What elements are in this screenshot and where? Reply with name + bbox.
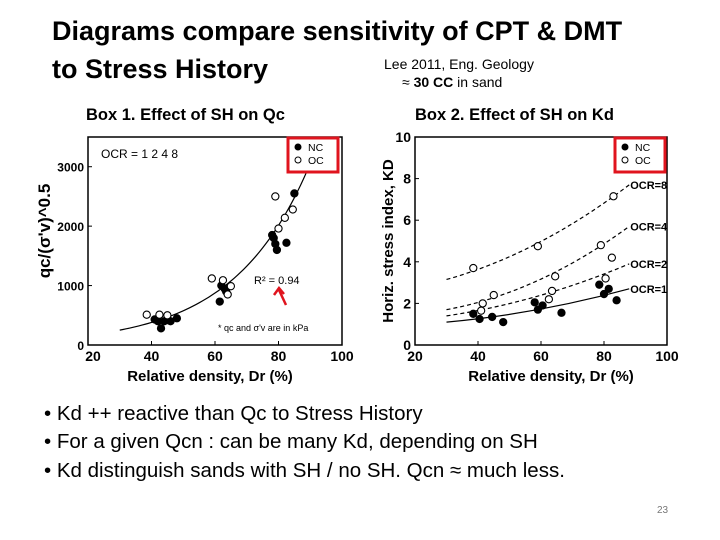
chart1-point-nc	[215, 297, 224, 306]
chart2-point-oc	[478, 299, 487, 308]
chart2-point-nc	[612, 296, 621, 305]
reference-count: 30 CC	[409, 74, 454, 90]
chart1-legend-box	[286, 136, 340, 174]
chart2-ytick-label: 2	[403, 295, 411, 311]
chart2-legend-label: NC	[635, 142, 651, 154]
chart2-point-nc	[469, 309, 478, 318]
chart1-ylabel: qc/(σ'v)^0.5	[35, 184, 54, 279]
chart2-point-oc	[601, 274, 610, 283]
chart1-legend-label: NC	[308, 142, 324, 154]
chart2-legend-marker	[621, 143, 629, 151]
chart2-point-oc	[489, 290, 498, 300]
chart2-xtick-label: 80	[596, 348, 612, 364]
reference: Lee 2011, Eng. Geology	[384, 56, 534, 72]
chart1-ytick-label: 1000	[57, 280, 84, 294]
slide-title-line2: to Stress History	[52, 54, 269, 84]
box2-label: Box 2. Effect of SH on Kd	[415, 106, 614, 124]
chart1-ytick-label: 3000	[57, 161, 84, 175]
chart1-point-nc	[272, 245, 282, 255]
chart1-xtick-label: 20	[85, 348, 101, 364]
chart2-legend-label: OC	[635, 155, 651, 167]
chart2-point-nc	[475, 314, 484, 324]
chart2-point-nc	[599, 289, 609, 299]
chart2-xtick-label: 60	[533, 348, 549, 364]
chart1-point-oc	[280, 213, 289, 222]
chart2-xlabel: Relative density, Dr (%)	[468, 368, 634, 385]
chart1-ytick-label: 0	[77, 339, 84, 353]
chart2-xtick-label: 40	[470, 348, 486, 364]
chart1-point-oc	[288, 205, 297, 214]
chart1-point-oc	[226, 282, 236, 291]
chart1-xtick-label: 80	[271, 348, 287, 364]
chart1-point-oc	[223, 290, 232, 299]
chart1-xtick-label: 100	[330, 348, 354, 364]
chart1-point-oc	[274, 224, 283, 233]
chart1-point-oc	[155, 310, 164, 319]
chart2-point-oc	[596, 241, 605, 250]
chart2-point-oc	[469, 263, 478, 273]
chart1-xtick-label: 60	[207, 348, 223, 364]
chart2-trend-label: OCR=2	[630, 259, 667, 271]
chart2-trend-label: OCR=8	[630, 180, 667, 192]
chart2-point-oc	[609, 192, 618, 201]
chart2-point-nc	[538, 301, 547, 310]
slide-title-line1: Diagrams compare sensitivity of CPT & DM…	[52, 16, 623, 46]
chart1-point-oc	[163, 311, 172, 320]
chart2-point-oc	[607, 253, 617, 262]
chart2-point-nc	[530, 298, 539, 307]
box1-label: Box 1. Effect of SH on Qc	[86, 106, 285, 124]
chart2-ytick-label: 8	[403, 171, 411, 187]
chart1-point-nc	[172, 314, 182, 323]
chart2-xtick-label: 20	[407, 348, 423, 364]
units-note: * qc and σ'v are in kPa	[218, 323, 308, 333]
chart2-legend-marker	[621, 156, 629, 164]
chart2-trend-label: OCR=4	[630, 221, 668, 233]
page-number: 23	[657, 505, 669, 516]
chart2-point-oc	[544, 295, 554, 304]
chart2-point-nc	[604, 284, 613, 293]
chart2-point-nc	[499, 317, 508, 327]
chart2-point-nc	[488, 312, 497, 322]
chart2-point-oc	[547, 286, 557, 296]
chart2-trend-line	[446, 263, 630, 317]
chart2-point-oc	[551, 272, 560, 281]
bullet-1: • Kd ++ reactive than Qc to Stress Histo…	[44, 402, 423, 425]
chart1-point-nc	[282, 238, 291, 247]
red-arrow-icon	[272, 285, 288, 306]
chart1-legend-label: OC	[308, 155, 324, 167]
bullet-3: • Kd distinguish sands with SH / no SH. …	[44, 459, 565, 482]
reference-material: in sand	[453, 74, 503, 90]
chart1-legend-marker	[294, 143, 302, 151]
chart2-ytick-label: 4	[403, 254, 411, 270]
chart2-ytick-label: 0	[403, 337, 411, 353]
chart1-point-oc	[218, 276, 228, 285]
chart2-point-oc	[476, 306, 486, 315]
chart2-point-oc	[533, 242, 542, 251]
chart2-point-nc	[557, 308, 566, 317]
chart1-point-oc	[142, 310, 151, 319]
chart2-trend-label: OCR=1	[630, 284, 667, 296]
chart1-point-nc	[156, 324, 166, 333]
chart1-ytick-label: 2000	[57, 220, 84, 234]
chart1-point-oc	[207, 274, 216, 283]
chart1-point-oc	[271, 192, 280, 201]
chart1-xtick-label: 40	[144, 348, 160, 364]
chart2-point-nc	[595, 280, 604, 289]
bullet-2: • For a given Qcn : can be many Kd, depe…	[44, 430, 538, 453]
chart2-ylabel: Horiz. stress index, KD	[380, 159, 397, 323]
ocr-annotation: OCR = 1 2 4 8	[101, 147, 178, 161]
chart2-xtick-label: 100	[655, 348, 679, 364]
chart2-ytick-label: 6	[403, 212, 411, 228]
reference-sample: ≈ 30 CC in sand	[402, 74, 502, 90]
chart2-legend-box	[613, 136, 667, 174]
r-squared-annotation: R² = 0.94	[254, 275, 300, 287]
approx-sign: ≈	[402, 74, 410, 90]
chart2-ytick-label: 10	[395, 129, 411, 145]
chart1-legend-marker	[294, 156, 302, 164]
chart2-trend-line	[446, 225, 630, 311]
chart1-xlabel: Relative density, Dr (%)	[127, 368, 293, 385]
chart1-point-nc	[290, 189, 299, 198]
